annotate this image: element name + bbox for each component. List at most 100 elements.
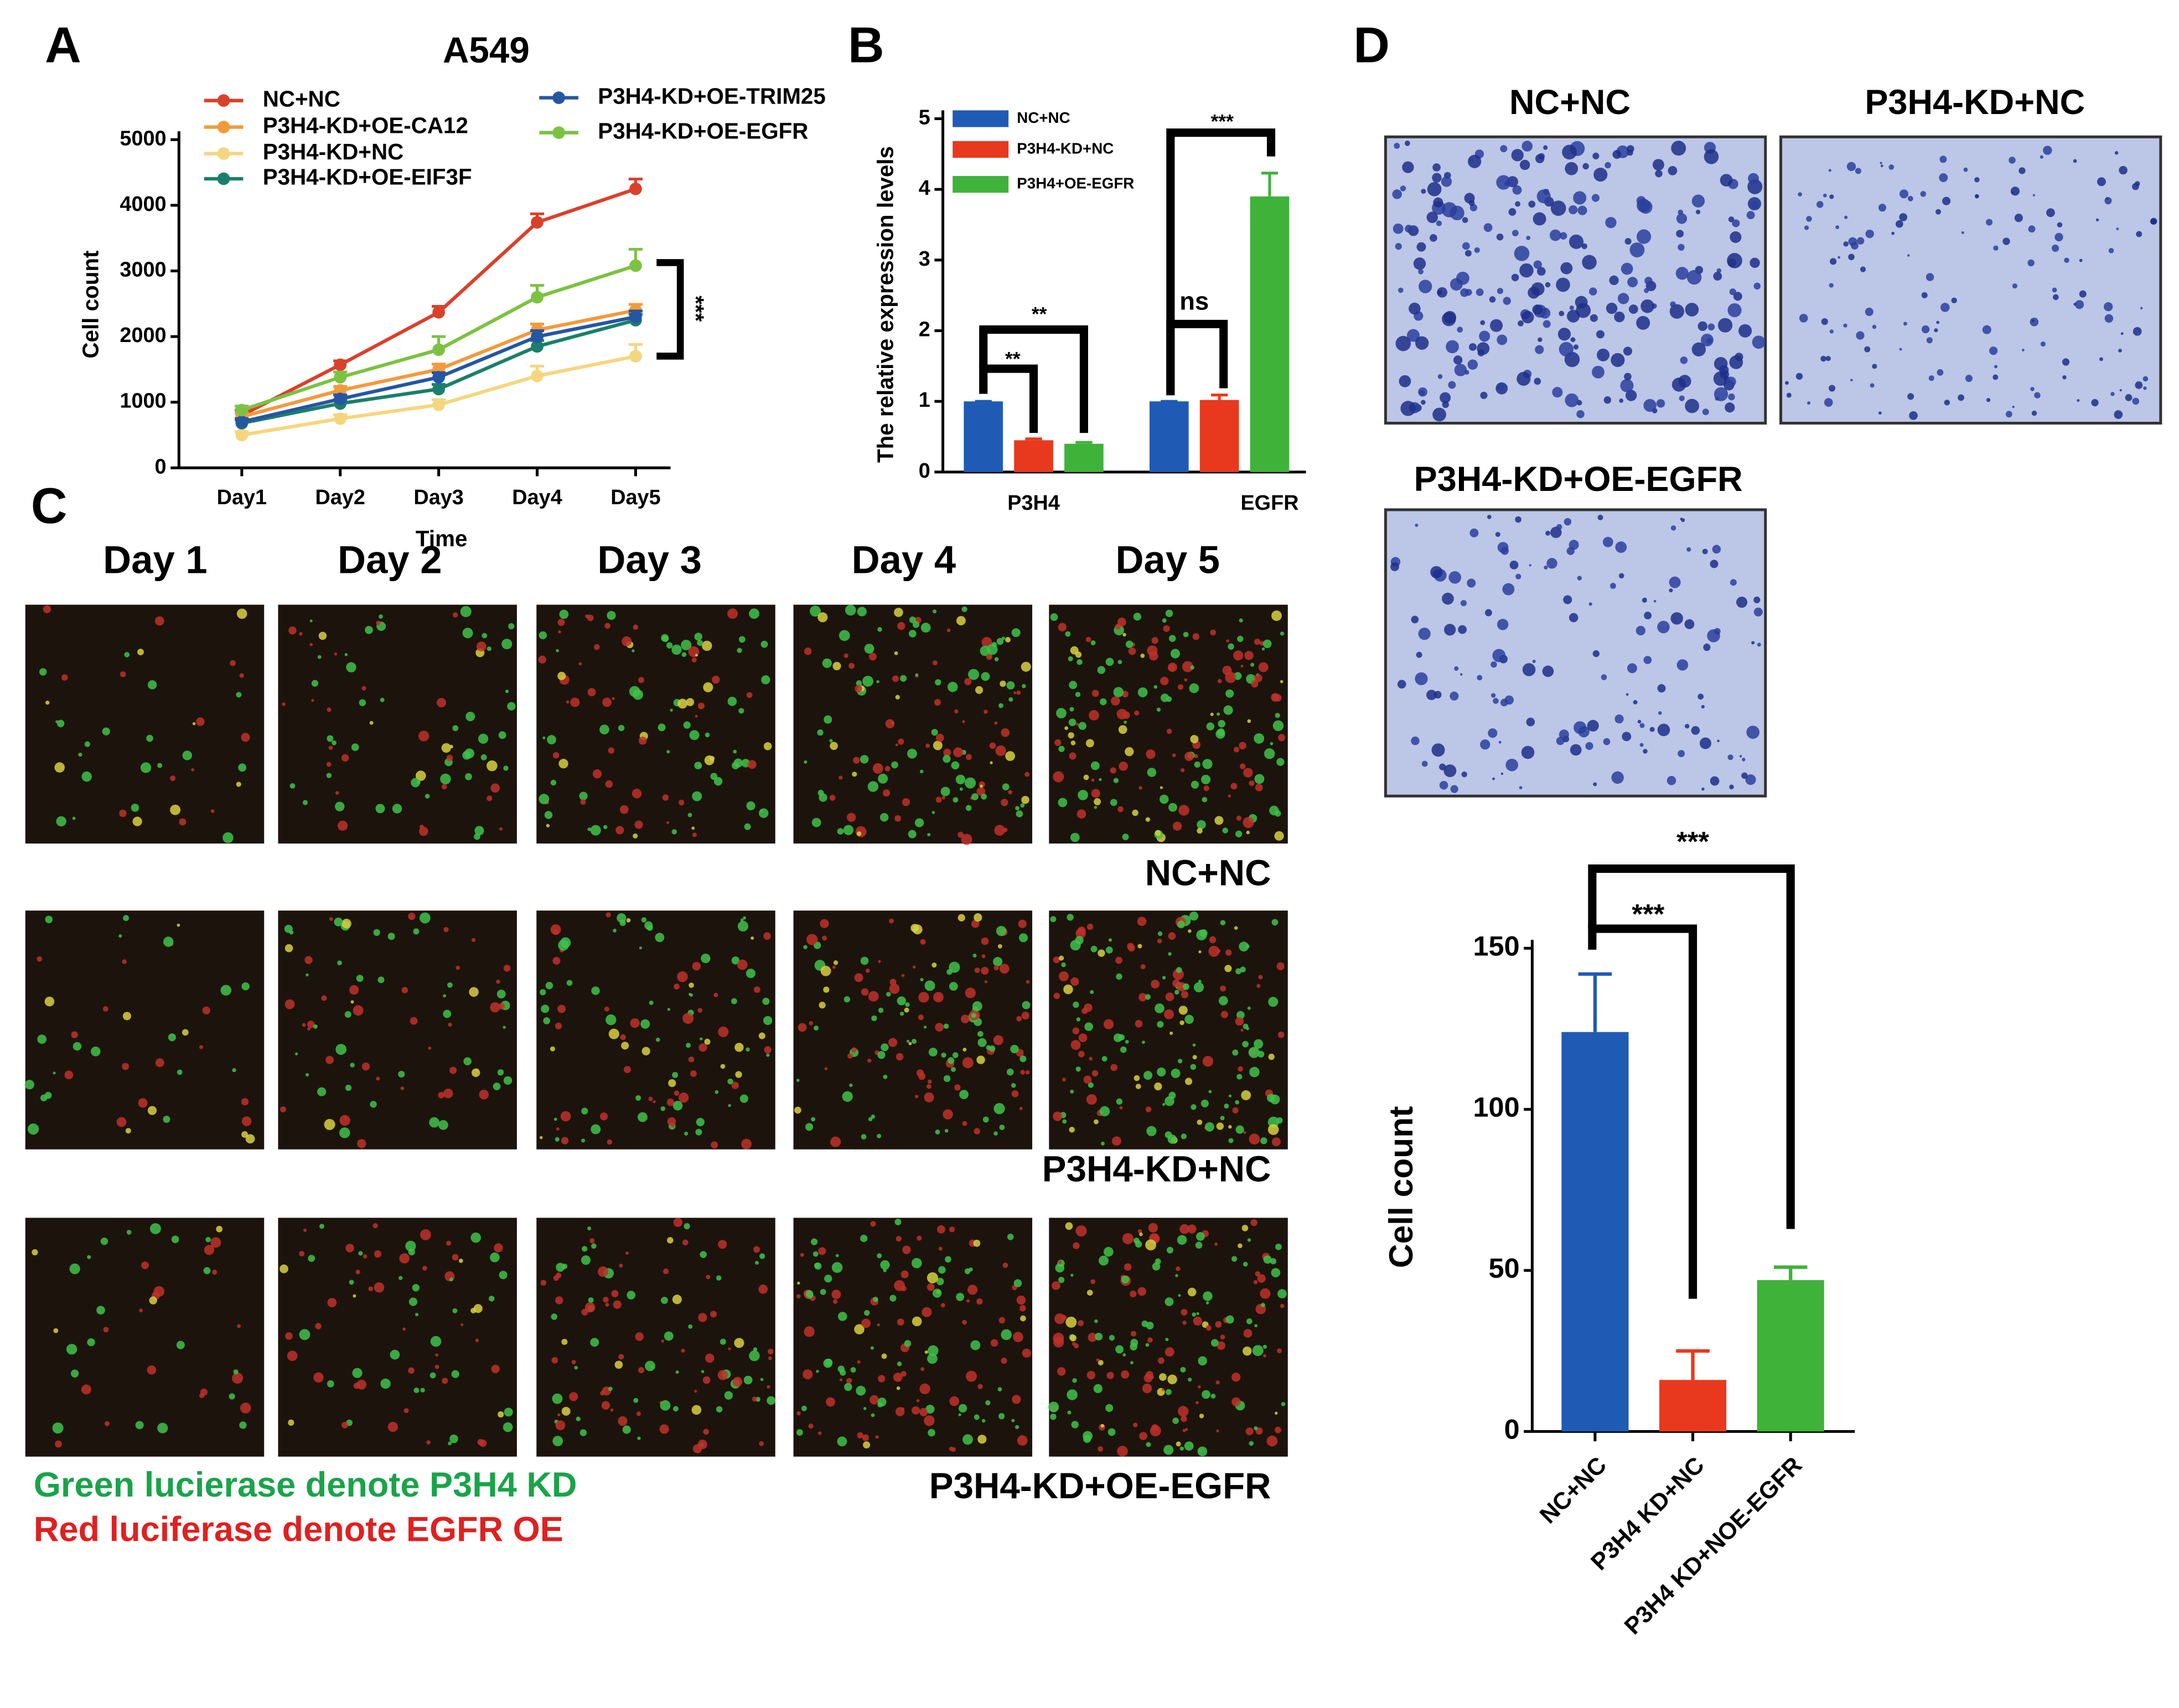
stained-cell <box>1562 144 1577 160</box>
cell-dot <box>1124 1263 1132 1271</box>
cell-dot <box>373 929 380 936</box>
cell-dot <box>1145 817 1151 822</box>
stained-cell <box>1603 738 1611 746</box>
cell-dot <box>1162 1388 1165 1391</box>
cell-dot <box>1241 1090 1251 1100</box>
bar <box>1561 1032 1629 1432</box>
cell-dot <box>1200 1099 1209 1107</box>
cell-dot <box>37 956 43 962</box>
cell-dot <box>938 1266 946 1274</box>
cell-dot <box>733 749 737 754</box>
cell-dot <box>1021 796 1029 804</box>
cell-dot <box>1101 1141 1105 1146</box>
cell-dot <box>871 1114 876 1119</box>
cell-dot <box>1093 1384 1103 1394</box>
cell-dot <box>353 1005 364 1016</box>
cell-dot <box>327 707 332 712</box>
stained-cell <box>1432 407 1446 422</box>
cell-dot <box>660 1297 668 1305</box>
cell-dot <box>935 1129 940 1135</box>
stained-cell <box>1569 613 1578 623</box>
cell-dot <box>210 809 215 813</box>
cell-dot <box>900 1270 909 1279</box>
cell-dot <box>1084 1022 1093 1031</box>
cell-dot <box>1228 1125 1232 1129</box>
cell-dot <box>601 1401 610 1410</box>
cell-dot <box>438 1120 448 1130</box>
cell-dot <box>1061 962 1066 967</box>
stained-cell <box>1652 159 1664 171</box>
cell-dot <box>346 662 356 672</box>
cell-dot <box>1253 1280 1258 1285</box>
stained-cell <box>1497 288 1504 294</box>
stained-cell <box>1532 659 1536 663</box>
stained-cell <box>2046 208 2055 218</box>
cell-dot <box>1137 687 1148 697</box>
cell-dot <box>1277 1348 1282 1354</box>
cell-dot <box>1020 803 1025 808</box>
stained-cell <box>1668 166 1678 175</box>
stained-cell <box>1958 394 1965 401</box>
cell-dot <box>1263 1255 1272 1264</box>
cell-dot <box>580 799 586 805</box>
cell-dot <box>936 997 940 1000</box>
cell-dot <box>1021 1011 1029 1020</box>
cell-dot <box>648 1096 653 1101</box>
cell-dot <box>471 1068 480 1077</box>
cell-dot <box>928 1428 935 1437</box>
cell-dot <box>862 675 873 687</box>
cell-dot <box>938 1246 943 1251</box>
cell-dot <box>877 1253 882 1259</box>
cell-dot <box>1068 718 1076 727</box>
cell-dot <box>743 1375 753 1385</box>
data-point <box>629 310 642 323</box>
cell-dot <box>574 1365 578 1370</box>
cell-dot <box>126 1230 132 1235</box>
stained-cell <box>1560 262 1573 275</box>
stained-cell <box>1820 355 1826 362</box>
cell-dot <box>1251 680 1259 688</box>
stained-cell <box>1421 400 1426 405</box>
cell-dot <box>81 1384 91 1395</box>
cell-dot <box>332 740 337 746</box>
cell-dot <box>335 1044 347 1055</box>
cell-dot <box>104 1421 110 1426</box>
cell-dot <box>441 743 451 753</box>
cell-dot <box>155 1058 164 1068</box>
stained-cell <box>1390 562 1399 571</box>
stained-cell <box>1543 320 1551 328</box>
cell-dot <box>679 1093 689 1103</box>
cell-dot <box>1115 1345 1124 1354</box>
cell-dot <box>239 673 244 678</box>
micrograph <box>1049 604 1288 844</box>
cell-dot <box>1146 749 1156 759</box>
stained-cell <box>1712 545 1721 554</box>
cell-dot <box>497 1069 504 1076</box>
cell-dot <box>758 1284 768 1294</box>
cell-dot <box>760 640 768 648</box>
cell-dot <box>153 1286 164 1297</box>
cell-dot <box>749 608 759 619</box>
cell-dot <box>1159 794 1169 804</box>
cell-dot <box>408 1367 415 1374</box>
cell-dot <box>673 1406 679 1412</box>
cell-dot <box>1113 1033 1122 1042</box>
cell-dot <box>692 1444 702 1453</box>
significance: ** <box>1032 304 1047 325</box>
stained-cell <box>1497 619 1509 630</box>
cell-dot <box>894 815 902 822</box>
stained-cell <box>1480 391 1488 399</box>
stained-cell <box>1443 764 1457 778</box>
cell-dot <box>684 1223 690 1230</box>
cell-dot <box>710 773 718 780</box>
cell-dot <box>1280 680 1283 684</box>
stained-cell <box>1732 219 1740 227</box>
cell-dot <box>744 823 751 830</box>
stained-cell <box>1649 727 1655 732</box>
cell-dot <box>163 936 174 947</box>
cell-dot <box>304 956 313 964</box>
cell-dot <box>1269 805 1279 816</box>
cell-dot <box>1143 1374 1153 1383</box>
cell-dot <box>759 809 763 813</box>
cell-dot <box>486 646 491 651</box>
